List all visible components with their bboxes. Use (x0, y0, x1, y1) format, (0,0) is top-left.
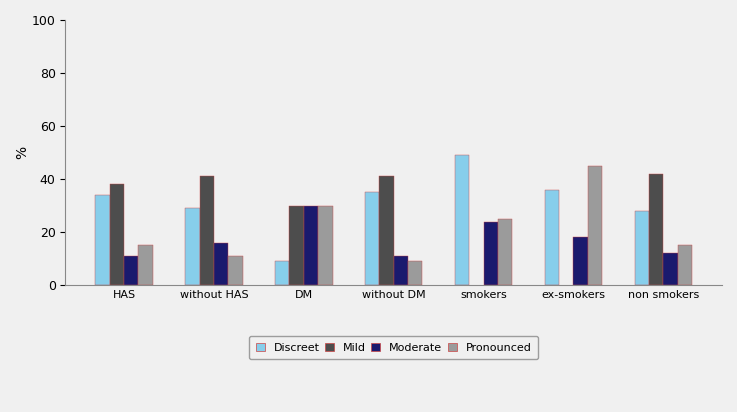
Bar (545, 190, 559, 285)
Bar (588, 166, 602, 285)
Legend: Discreet, Mild, Moderate, Pronounced: Discreet, Mild, Moderate, Pronounced (249, 336, 538, 359)
Bar (498, 219, 512, 285)
Bar (110, 185, 124, 285)
Bar (663, 253, 678, 285)
Y-axis label: %: % (15, 146, 29, 159)
Bar (365, 192, 380, 285)
Bar (380, 176, 394, 285)
Bar (455, 155, 469, 285)
Bar (408, 261, 422, 285)
Bar (635, 211, 649, 285)
Bar (318, 206, 332, 285)
Bar (678, 246, 692, 285)
Bar (649, 174, 663, 285)
Bar (200, 176, 214, 285)
Bar (290, 206, 304, 285)
Bar (214, 243, 228, 285)
Bar (95, 195, 110, 285)
Bar (483, 222, 498, 285)
Bar (573, 237, 588, 285)
Bar (228, 256, 242, 285)
Bar (185, 208, 200, 285)
Bar (275, 261, 290, 285)
Bar (394, 256, 408, 285)
Bar (304, 206, 318, 285)
Bar (124, 256, 139, 285)
Bar (139, 246, 153, 285)
